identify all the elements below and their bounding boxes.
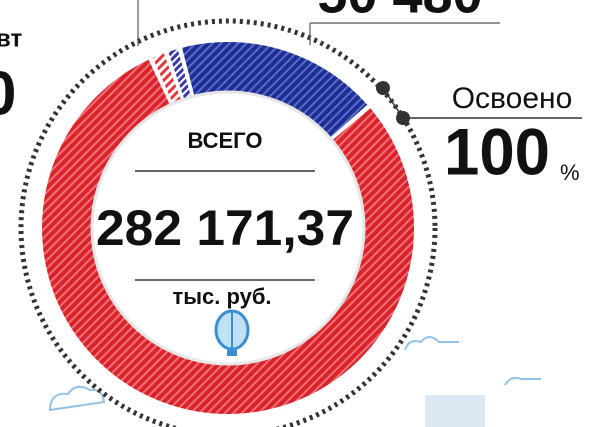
unit: тыс. руб. [172,284,271,309]
total-value: 282 171,37 [96,200,354,256]
mastered-label: Освоено [452,82,573,115]
left-label: вт [0,25,22,52]
segment-label: 50 480 [317,0,482,24]
total-label: ВСЕГО [188,128,263,153]
left-value: 0 [0,59,16,128]
marker-dot [376,81,390,95]
mastered-value: 100 [444,114,550,188]
mastered-unit: % [560,160,580,185]
infographic: ВСЕГО 282 171,37 тыс. руб. 50 480 вт 0 О… [0,0,590,427]
